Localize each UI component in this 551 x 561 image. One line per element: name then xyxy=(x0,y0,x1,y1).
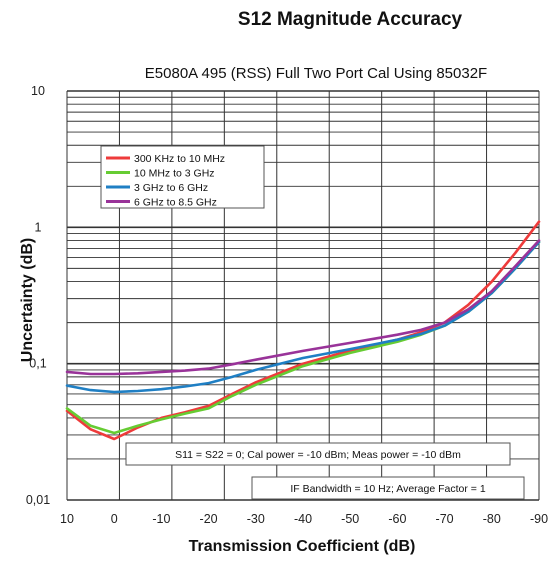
series-line-3 xyxy=(65,240,541,394)
x-tick-label: 10 xyxy=(60,512,74,526)
x-tick-label: 0 xyxy=(111,512,118,526)
x-tick-label: -90 xyxy=(530,512,548,526)
legend: 300 KHz to 10 MHz 10 MHz to 3 GHz 3 GHz to… xyxy=(100,145,265,209)
x-tick-labels: 10 0 -10 -20 -30 -40 -50 -60 -70 -80 -90 xyxy=(60,512,548,526)
x-tick-label: -40 xyxy=(294,512,312,526)
x-tick-label: -20 xyxy=(200,512,218,526)
x-tick-label: -50 xyxy=(341,512,359,526)
chart-title: S12 Magnitude Accuracy xyxy=(238,9,463,30)
settings-note: IF Bandwidth = 10 Hz; Average Factor = 1 xyxy=(251,476,525,500)
y-axis-label: Uncertainty (dB) xyxy=(19,238,36,362)
legend-label: 300 KHz to 10 MHz xyxy=(134,153,225,165)
x-tick-label: -60 xyxy=(388,512,406,526)
x-tick-label: -70 xyxy=(436,512,454,526)
x-axis-label: Transmission Coefficient (dB) xyxy=(189,538,416,555)
series-line-4 xyxy=(65,239,541,376)
chart-subtitle: E5080A 495 (RSS) Full Two Port Cal Using… xyxy=(145,65,487,82)
conditions-note-box xyxy=(125,442,511,466)
settings-note-text: IF Bandwidth = 10 Hz; Average Factor = 1 xyxy=(290,483,485,495)
series-line-1 xyxy=(65,220,541,441)
legend-label: 6 GHz to 8.5 GHz xyxy=(134,197,217,209)
y-tick-label: 1 xyxy=(35,220,42,234)
y-tick-label: 10 xyxy=(31,84,45,98)
series-lines xyxy=(65,220,541,441)
x-tick-label: -10 xyxy=(152,512,170,526)
settings-note-box xyxy=(251,476,525,500)
y-tick-labels: 10 1 0,1 0,01 xyxy=(26,84,50,507)
y-tick-label: 0,01 xyxy=(26,493,50,507)
legend-label: 10 MHz to 3 GHz xyxy=(134,168,215,180)
conditions-note-text: S11 = S22 = 0; Cal power = -10 dBm; Meas… xyxy=(175,449,461,461)
legend-label: 3 GHz to 6 GHz xyxy=(134,182,208,194)
legend-box xyxy=(100,145,265,209)
conditions-note: S11 = S22 = 0; Cal power = -10 dBm; Meas… xyxy=(125,442,511,466)
x-tick-label: -80 xyxy=(483,512,501,526)
x-tick-label: -30 xyxy=(247,512,265,526)
y-tick-label: 0,1 xyxy=(29,357,46,371)
